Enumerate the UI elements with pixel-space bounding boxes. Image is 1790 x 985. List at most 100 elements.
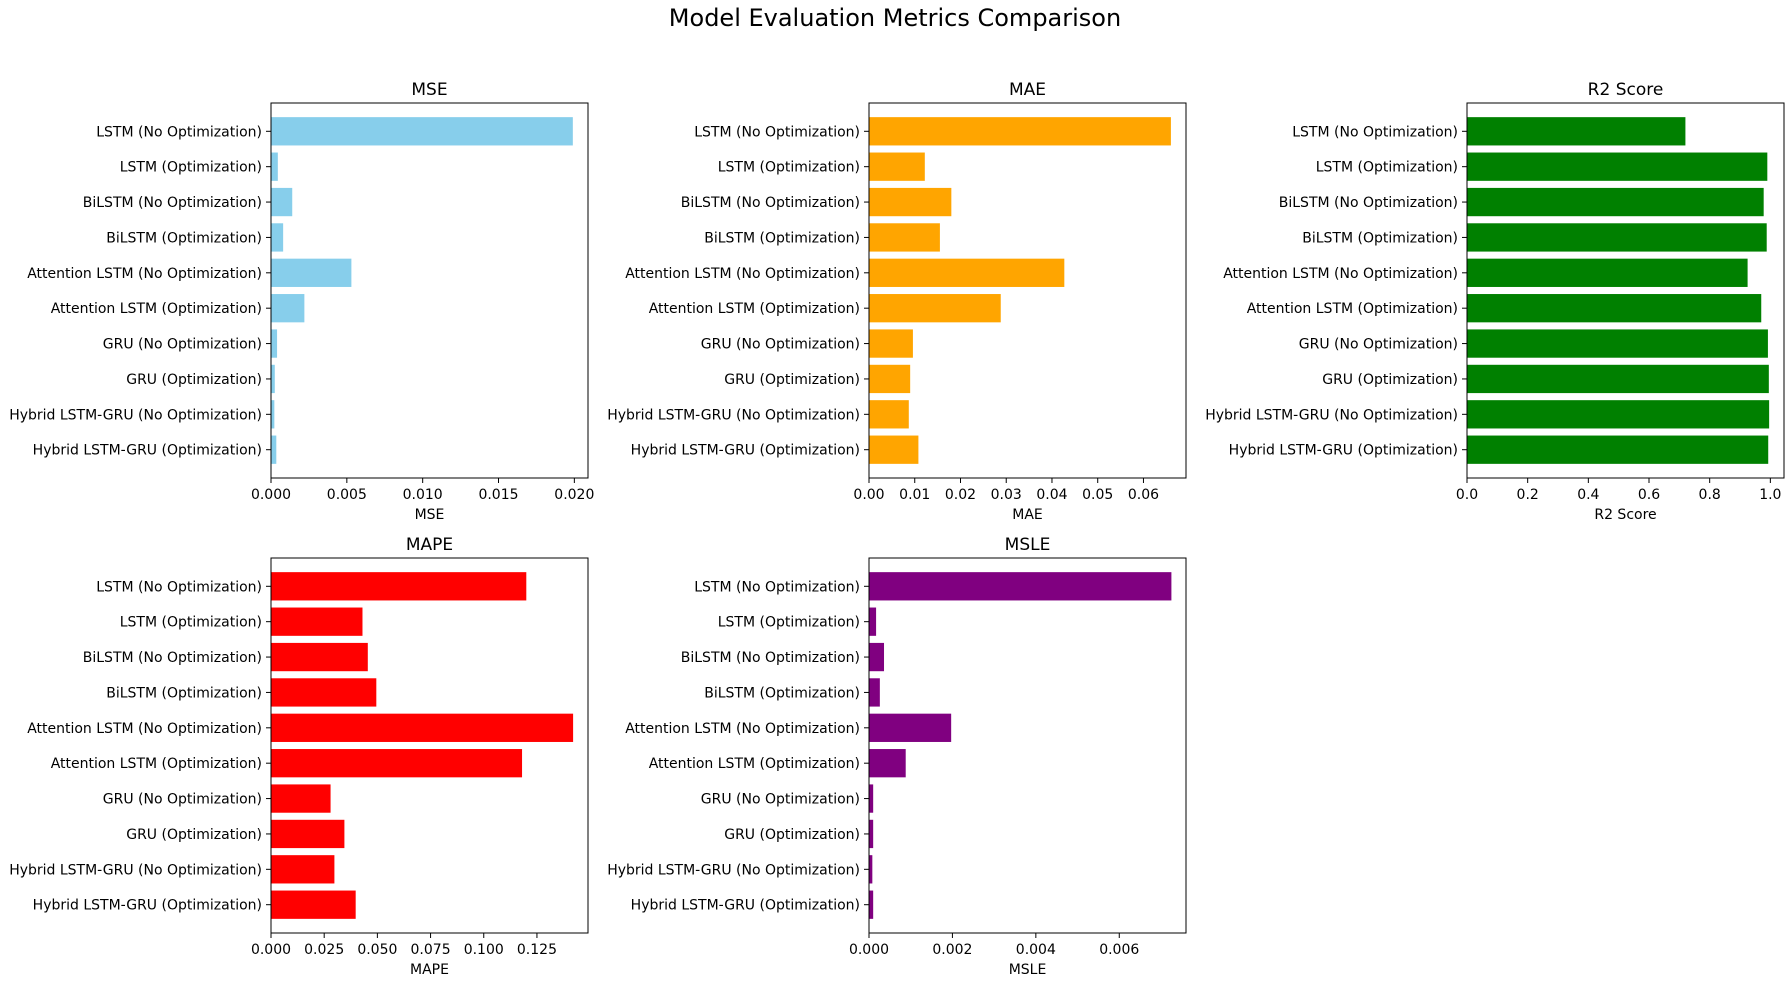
x-tick-label: 0.6 <box>1638 487 1660 503</box>
y-tick-label: GRU (No Optimization) <box>701 792 860 808</box>
y-tick-label: Attention LSTM (Optimization) <box>51 756 262 772</box>
x-tick-label: 0.8 <box>1699 487 1721 503</box>
bar <box>1467 364 1769 394</box>
bar <box>271 400 275 429</box>
bar <box>1467 435 1769 464</box>
y-tick-label: Attention LSTM (No Optimization) <box>1223 266 1458 282</box>
y-tick-label: LSTM (No Optimization) <box>694 579 860 595</box>
bar <box>1467 152 1768 181</box>
bar <box>271 152 278 181</box>
bar <box>271 607 363 636</box>
bar <box>271 572 527 601</box>
x-axis-label: R2 Score <box>1594 507 1656 523</box>
bar <box>1467 117 1686 146</box>
x-tick-label: 0.01 <box>899 487 930 503</box>
x-tick-label: 0.004 <box>1016 942 1056 958</box>
y-tick-label: Attention LSTM (Optimization) <box>649 301 860 317</box>
bar <box>271 819 345 849</box>
y-tick-label: LSTM (Optimization) <box>718 160 860 176</box>
x-tick-label: 0.100 <box>464 942 504 958</box>
axes-frame <box>270 557 589 934</box>
y-tick-label: Attention LSTM (No Optimization) <box>27 721 262 737</box>
y-tick-label: BiLSTM (No Optimization) <box>83 195 262 211</box>
y-tick-label: Attention LSTM (Optimization) <box>1247 301 1458 317</box>
subplot-r2-score: LSTM (No Optimization) LSTM (Optimization… <box>1205 80 1785 523</box>
y-tick-label: LSTM (No Optimization) <box>96 579 262 595</box>
y-tick-label: Hybrid LSTM-GRU (No Optimization) <box>9 862 262 878</box>
bar <box>1467 258 1748 287</box>
subplot-title: MSE <box>411 80 447 100</box>
y-tick-label: Attention LSTM (No Optimization) <box>27 266 262 282</box>
x-tick-label: 0.000 <box>849 942 889 958</box>
y-tick-label: GRU (No Optimization) <box>103 337 262 353</box>
x-tick-label: 0.2 <box>1517 487 1539 503</box>
y-tick-label: GRU (Optimization) <box>724 372 860 388</box>
x-tick-label: 0.002 <box>932 942 972 958</box>
bar <box>271 187 293 217</box>
bar <box>271 749 523 778</box>
y-tick-label: GRU (No Optimization) <box>103 792 262 808</box>
y-tick-label: Attention LSTM (No Optimization) <box>625 266 860 282</box>
y-tick-label: Hybrid LSTM-GRU (No Optimization) <box>9 407 262 423</box>
bar <box>869 258 1065 287</box>
bar <box>1467 400 1770 429</box>
subplot-msle: LSTM (No Optimization) LSTM (Optimization… <box>607 535 1187 978</box>
y-tick-label: Hybrid LSTM-GRU (Optimization) <box>33 443 262 459</box>
bar <box>1467 329 1768 358</box>
y-tick-label: Hybrid LSTM-GRU (No Optimization) <box>607 407 860 423</box>
x-tick-label: 0.006 <box>1099 942 1139 958</box>
y-tick-label: BiLSTM (Optimization) <box>704 685 860 701</box>
subplot-title: R2 Score <box>1588 80 1664 100</box>
subplot-title: MSLE <box>1005 535 1051 555</box>
x-axis-label: MSE <box>415 507 445 523</box>
subplot-title: MAE <box>1009 80 1046 100</box>
y-tick-label: GRU (Optimization) <box>724 827 860 843</box>
bar <box>869 572 1172 601</box>
x-tick-label: 0.000 <box>251 487 291 503</box>
y-tick-label: Hybrid LSTM-GRU (Optimization) <box>33 898 262 914</box>
subplot-mse: LSTM (No Optimization) LSTM (Optimization… <box>9 80 594 523</box>
bar <box>271 642 368 672</box>
y-tick-label: GRU (Optimization) <box>126 372 262 388</box>
x-tick-label: 0.06 <box>1128 487 1159 503</box>
y-tick-label: LSTM (No Optimization) <box>694 124 860 140</box>
bar <box>869 890 874 919</box>
bar <box>869 117 1171 146</box>
x-tick-label: 0.020 <box>554 487 594 503</box>
bar <box>271 678 377 707</box>
bar <box>869 294 1001 323</box>
x-tick-label: 1.0 <box>1759 487 1781 503</box>
bar <box>271 258 352 287</box>
bar <box>271 329 278 358</box>
x-tick-label: 0.050 <box>357 942 397 958</box>
x-tick-label: 0.075 <box>411 942 451 958</box>
bar <box>869 784 874 813</box>
y-tick-label: Hybrid LSTM-GRU (Optimization) <box>631 443 860 459</box>
bar <box>271 784 331 813</box>
bar <box>869 855 873 884</box>
bar <box>869 400 909 429</box>
y-tick-label: LSTM (Optimization) <box>718 615 860 631</box>
x-tick-label: 0.005 <box>327 487 367 503</box>
bar <box>271 713 574 742</box>
x-tick-label: 0.125 <box>517 942 557 958</box>
y-tick-label: LSTM (No Optimization) <box>1292 124 1458 140</box>
x-tick-label: 0.04 <box>1036 487 1067 503</box>
bar <box>271 364 275 394</box>
bar <box>271 294 305 323</box>
y-tick-label: BiLSTM (No Optimization) <box>681 195 860 211</box>
bar <box>271 890 356 919</box>
y-tick-label: Attention LSTM (Optimization) <box>51 301 262 317</box>
x-tick-label: 0.05 <box>1082 487 1113 503</box>
x-tick-label: 0.03 <box>991 487 1022 503</box>
bar <box>1467 187 1764 217</box>
y-tick-label: Hybrid LSTM-GRU (Optimization) <box>631 898 860 914</box>
y-tick-label: BiLSTM (No Optimization) <box>1279 195 1458 211</box>
bar <box>869 713 952 742</box>
bar <box>869 223 940 252</box>
y-tick-label: BiLSTM (Optimization) <box>704 230 860 246</box>
y-tick-label: Hybrid LSTM-GRU (Optimization) <box>1229 443 1458 459</box>
y-tick-label: BiLSTM (Optimization) <box>106 230 262 246</box>
x-tick-label: 0.025 <box>304 942 344 958</box>
x-tick-label: 0.4 <box>1577 487 1599 503</box>
